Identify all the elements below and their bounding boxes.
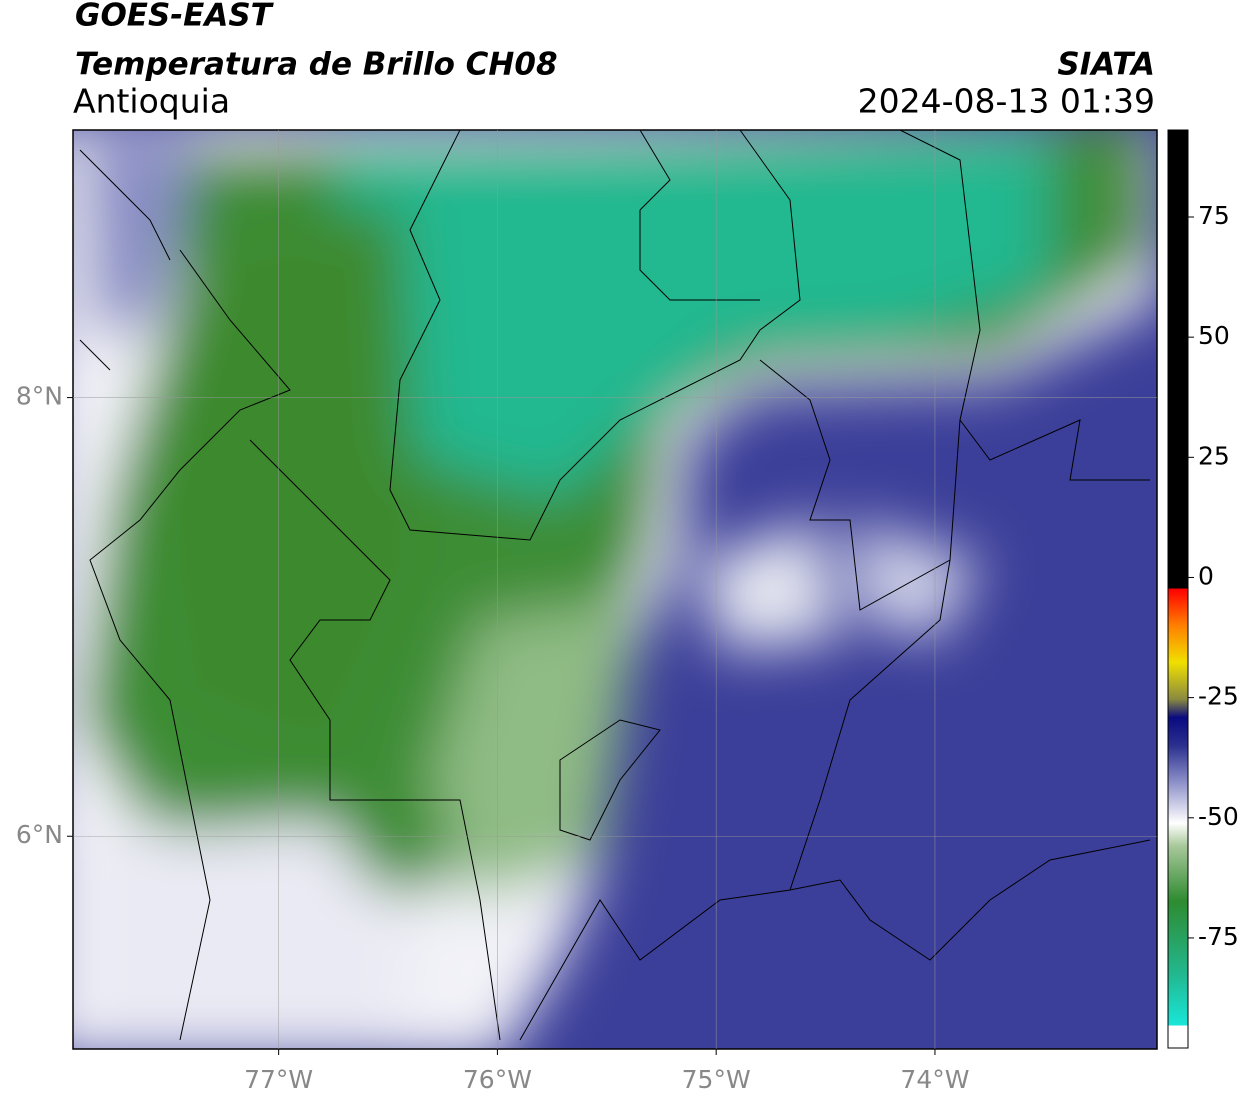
x-tick-label: 74°W [900,1065,969,1094]
colorbar-tick-label: -50 [1198,802,1239,831]
satellite-field [73,130,1157,1049]
map-frame [72,129,1158,1050]
colorbar-tick-label: -75 [1198,922,1239,951]
boundaries [79,130,1151,1041]
title: GOES-EAST [75,0,275,34]
colorbar-tick-label: 25 [1198,441,1230,470]
x-tick-label: 76°W [463,1065,532,1094]
x-tick-label: 77°W [244,1065,313,1094]
source: SIATA [1057,47,1155,83]
colorbar-tick-label: 50 [1198,321,1230,350]
datetime: 2024-08-13 01:39 [858,82,1155,121]
y-tick-label: 6°N [16,820,63,849]
colorbar-tick-label: 75 [1198,201,1230,230]
colorbar-tick-label: 0 [1198,561,1214,590]
region: Antioquia [73,82,230,121]
colorbar [1167,129,1189,1049]
y-tick-label: 8°N [16,382,63,411]
x-tick-label: 75°W [682,1065,751,1094]
colorbar-tick-label: -25 [1198,682,1239,711]
subtitle: Temperatura de Brillo CH08 [75,47,558,83]
